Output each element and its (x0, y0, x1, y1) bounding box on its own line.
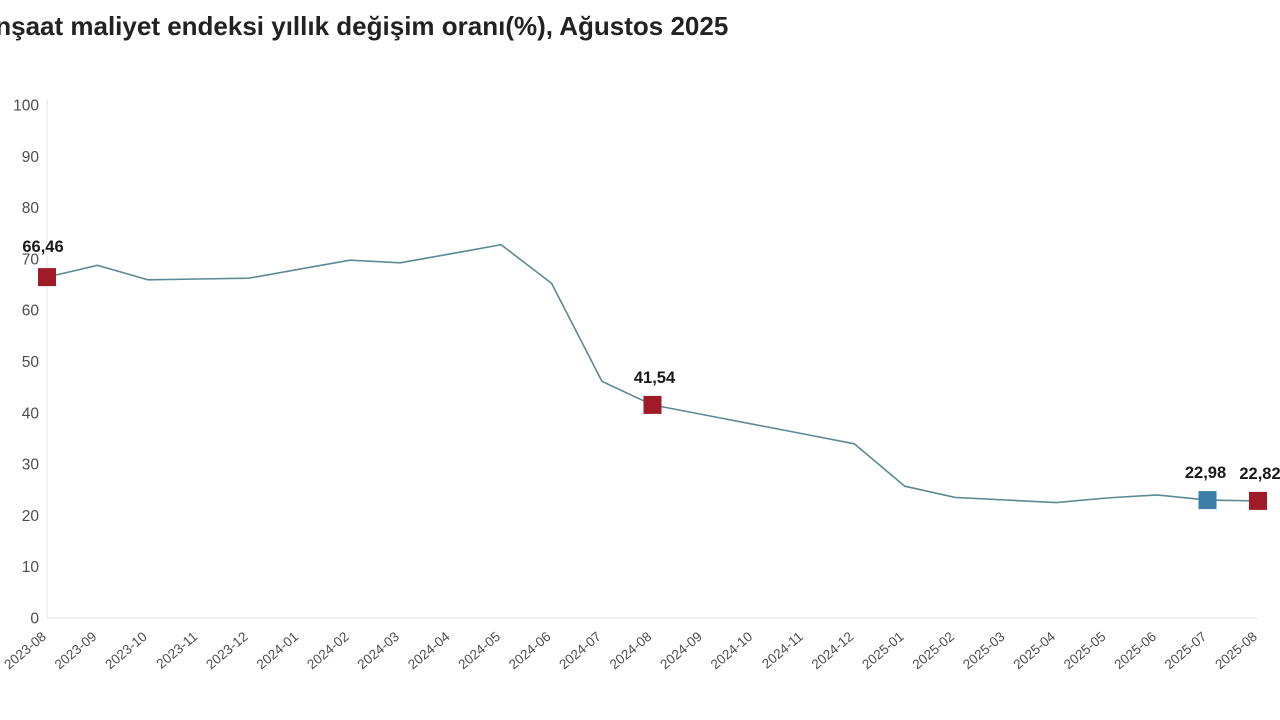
svg-text:50: 50 (22, 354, 40, 371)
svg-text:2025-04: 2025-04 (1011, 628, 1059, 672)
svg-text:2024-01: 2024-01 (254, 629, 302, 672)
svg-text:2025-06: 2025-06 (1111, 629, 1159, 672)
svg-text:2023-12: 2023-12 (203, 629, 251, 672)
svg-text:2024-10: 2024-10 (708, 629, 756, 672)
svg-text:80: 80 (22, 200, 40, 217)
svg-text:2023-08: 2023-08 (1, 629, 49, 672)
svg-text:2023-10: 2023-10 (102, 629, 150, 672)
svg-text:2024-05: 2024-05 (455, 629, 503, 672)
svg-text:40: 40 (22, 405, 40, 422)
svg-text:10: 10 (22, 559, 40, 576)
svg-text:2024-09: 2024-09 (657, 629, 705, 672)
svg-text:22,98: 22,98 (1185, 464, 1226, 482)
svg-text:2024-11: 2024-11 (759, 629, 806, 672)
svg-text:20: 20 (22, 508, 40, 525)
svg-text:2024-04: 2024-04 (405, 628, 453, 672)
svg-text:22,82: 22,82 (1239, 465, 1280, 483)
svg-text:30: 30 (22, 457, 40, 474)
svg-text:41,54: 41,54 (634, 369, 676, 387)
svg-text:2025-02: 2025-02 (910, 629, 958, 672)
svg-text:2024-02: 2024-02 (304, 629, 352, 672)
svg-text:2024-07: 2024-07 (556, 629, 604, 672)
svg-text:60: 60 (22, 303, 40, 320)
svg-text:2023-11: 2023-11 (153, 629, 200, 672)
svg-text:2024-12: 2024-12 (809, 629, 857, 672)
svg-text:2024-06: 2024-06 (506, 629, 554, 672)
svg-text:2025-01: 2025-01 (859, 629, 907, 672)
svg-text:2025-07: 2025-07 (1162, 629, 1210, 672)
svg-text:2024-03: 2024-03 (355, 629, 403, 672)
svg-text:2025-08: 2025-08 (1212, 629, 1260, 672)
svg-text:0: 0 (30, 611, 39, 628)
svg-text:2024-08: 2024-08 (607, 629, 655, 672)
svg-text:2023-09: 2023-09 (52, 629, 100, 672)
svg-text:2025-05: 2025-05 (1061, 629, 1109, 672)
svg-text:100: 100 (13, 98, 39, 115)
svg-text:2025-03: 2025-03 (960, 629, 1008, 672)
svg-text:66,46: 66,46 (22, 238, 63, 256)
svg-text:90: 90 (22, 149, 40, 166)
